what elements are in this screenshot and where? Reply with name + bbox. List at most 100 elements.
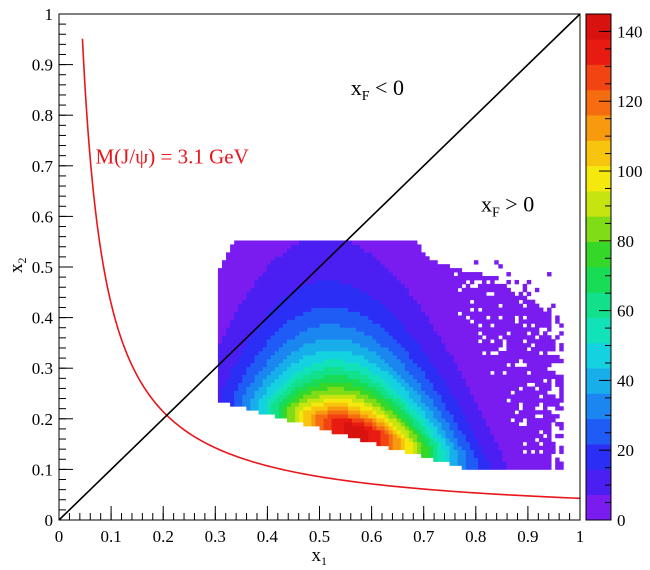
heatmap-cell [311, 370, 316, 376]
heatmap-cell [486, 351, 491, 356]
heatmap-cell [380, 370, 385, 376]
heatmap-cell [368, 347, 373, 352]
heatmap-cell [538, 343, 544, 348]
heatmap-cell [299, 315, 304, 320]
heatmap-cell [343, 378, 349, 383]
heatmap-cell [522, 366, 528, 372]
heatmap-cell [461, 362, 467, 368]
heatmap-cell [477, 343, 483, 348]
heatmap-cell [477, 358, 483, 364]
heatmap-cell [262, 295, 268, 301]
heatmap-cell [469, 437, 475, 443]
heatmap-cell [376, 354, 381, 360]
heatmap-cell [319, 335, 324, 340]
heatmap-cell [486, 457, 491, 462]
heatmap-cell [445, 370, 450, 376]
heatmap-cell [323, 386, 329, 391]
heatmap-cell [258, 287, 263, 293]
heatmap-cell [445, 422, 450, 427]
heatmap-cell [559, 386, 564, 391]
heatmap-cell [449, 272, 454, 277]
heatmap-cell [445, 386, 450, 391]
heatmap-cell [437, 343, 442, 348]
heatmap-cell [400, 299, 406, 305]
heatmap-cell [352, 256, 357, 261]
heatmap-cell [335, 394, 341, 399]
heatmap-cell [339, 283, 345, 289]
heatmap-cell [250, 276, 255, 281]
heatmap-cell [262, 244, 268, 249]
heatmap-cell [445, 351, 450, 356]
heatmap-cell [226, 323, 231, 328]
heatmap-cell [392, 362, 398, 368]
heatmap-cell [441, 299, 446, 305]
heatmap-cell [502, 453, 507, 458]
heatmap-cell [238, 299, 243, 305]
heatmap-cell [266, 272, 272, 277]
heatmap-cell [449, 390, 454, 395]
heatmap-cell [388, 441, 394, 447]
heatmap-cell [286, 252, 292, 257]
heatmap-cell [226, 374, 231, 380]
heatmap-cell [323, 260, 329, 265]
heatmap-cell [392, 276, 398, 281]
heatmap-cell [384, 295, 389, 301]
heatmap-cell [352, 331, 357, 336]
heatmap-cell [543, 410, 548, 415]
heatmap-cell [433, 370, 438, 376]
heatmap-cell [543, 457, 548, 462]
heatmap-cell [339, 390, 345, 395]
heatmap-cell [408, 260, 414, 265]
heatmap-cell [494, 335, 499, 340]
heatmap-cell [238, 331, 243, 336]
heatmap-cell [559, 358, 564, 364]
heatmap-cell [449, 303, 454, 308]
heatmap-cell [502, 323, 507, 328]
heatmap-cell [559, 382, 564, 387]
heatmap-cell [477, 335, 483, 340]
heatmap-cell [538, 390, 544, 395]
heatmap-cell [388, 390, 394, 395]
heatmap-cell [311, 307, 316, 312]
heatmap-cell [376, 240, 381, 245]
heatmap-cell [526, 319, 532, 324]
annotation-xf-positive: xF > 0 [481, 191, 534, 220]
heatmap-cell [486, 418, 491, 423]
heatmap-cell [490, 445, 495, 451]
heatmap-cell [396, 394, 402, 399]
heatmap-cell [473, 394, 479, 399]
heatmap-cell [453, 354, 459, 360]
heatmap-cell [559, 394, 564, 399]
heatmap-cell [449, 315, 454, 320]
heatmap-cell [477, 303, 483, 308]
heatmap-cell [429, 335, 434, 340]
heatmap-cell [380, 366, 385, 372]
heatmap-cell [396, 343, 402, 348]
heatmap-cell [303, 240, 308, 245]
heatmap-cell [518, 394, 524, 399]
heatmap-cell [380, 311, 385, 316]
heatmap-cell [469, 449, 475, 455]
heatmap-cell [352, 418, 357, 423]
heatmap-cell [291, 256, 296, 261]
heatmap-cell [327, 343, 333, 348]
heatmap-cell [331, 283, 337, 289]
heatmap-cell [518, 303, 524, 308]
heatmap-cell [226, 331, 231, 336]
heatmap-cell [543, 319, 548, 324]
heatmap-cell [319, 366, 324, 372]
heatmap-cell [392, 425, 398, 431]
heatmap-cell [445, 402, 450, 407]
heatmap-cell [400, 260, 406, 265]
heatmap-cell [473, 260, 479, 265]
heatmap-cell [469, 354, 475, 360]
heatmap-cell [352, 240, 357, 245]
heatmap-cell [250, 374, 255, 380]
heatmap-cell [457, 402, 463, 407]
heatmap-cell [412, 272, 418, 277]
heatmap-cell [238, 374, 243, 380]
heatmap-cell [534, 374, 540, 380]
heatmap-cell [258, 358, 263, 364]
heatmap-cell [246, 354, 251, 360]
heatmap-cell [246, 244, 251, 249]
